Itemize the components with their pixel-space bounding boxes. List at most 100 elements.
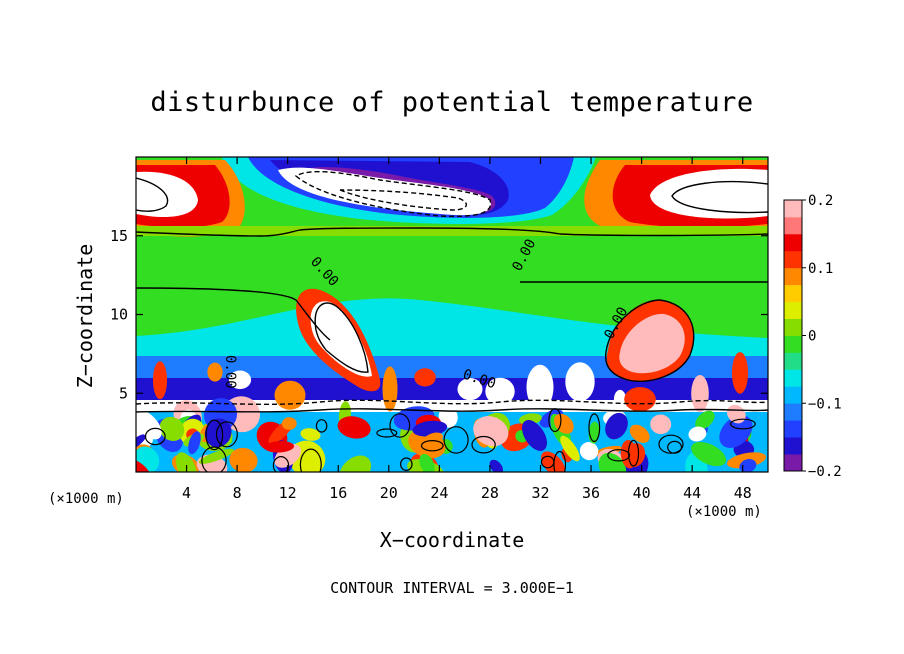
- boundary-layer-blobs: [136, 396, 767, 472]
- y-tick-label: 15: [110, 227, 128, 245]
- eddy-contour: [730, 418, 756, 430]
- contour-tropopause-left: [136, 227, 561, 237]
- turbulent-eddy: [204, 418, 232, 448]
- mid-band: [136, 226, 768, 236]
- x-tick-label: 36: [582, 484, 600, 502]
- eddy-contour: [389, 413, 411, 438]
- x-tick-label: 32: [531, 484, 549, 502]
- eddy-contour: [399, 457, 413, 471]
- eddy-contour: [376, 428, 398, 438]
- turbulent-eddy: [264, 441, 295, 453]
- turbulent-eddy: [188, 431, 201, 455]
- warm-plume-40-core: [619, 313, 685, 374]
- colorbar-swatch: [784, 250, 802, 269]
- y-tick-label: 5: [119, 384, 128, 402]
- contour-plume-40: [604, 299, 695, 382]
- x-tick-label: 24: [430, 484, 448, 502]
- contour-cold-inner: [339, 189, 467, 211]
- x-axis-unit: (×1000 m): [686, 504, 762, 520]
- eddy-contour: [443, 426, 469, 454]
- turbulent-eddy: [473, 416, 509, 447]
- contour-stable-upper: [136, 399, 768, 406]
- turbulent-eddy: [598, 452, 627, 472]
- eddy-contour: [607, 449, 631, 462]
- turbulent-eddy: [739, 459, 757, 472]
- turbulent-eddy: [159, 416, 185, 441]
- convective-blob: [414, 368, 436, 387]
- turbulent-eddy: [136, 459, 151, 472]
- convective-blob: [207, 362, 223, 382]
- convective-blob: [526, 364, 554, 410]
- eddy-contour: [299, 448, 322, 472]
- contour-stable-lower: [136, 408, 768, 413]
- convective-blob: [153, 361, 167, 400]
- colorbar-swatch: [784, 454, 802, 472]
- colorbar-swatch: [784, 301, 802, 319]
- turbulent-eddy: [695, 410, 715, 430]
- turbulent-eddy: [521, 420, 548, 451]
- contour-zero-left: [136, 287, 331, 341]
- eddy-contour: [201, 446, 227, 472]
- warm-plume-16-core: [310, 301, 372, 377]
- colorbar-tick-label: −0.1: [808, 396, 842, 412]
- colorbar-swatch: [784, 267, 802, 286]
- turbulent-eddy: [489, 459, 504, 472]
- y-axis-unit: (×1000 m): [48, 491, 124, 507]
- turbulent-eddy: [691, 442, 727, 467]
- turbulent-eddy: [422, 432, 443, 447]
- colorbar-swatch: [784, 200, 802, 218]
- boundary-layer-contours: [144, 408, 756, 472]
- convective-blob: [691, 375, 709, 413]
- eddy-contour: [315, 419, 328, 433]
- turbulent-eddy: [579, 442, 599, 461]
- eddy-contour: [144, 427, 166, 446]
- x-tick-label: 20: [380, 484, 398, 502]
- contour-lines: [136, 170, 768, 413]
- contour-upper-right: [671, 180, 768, 214]
- y-tick-label: 10: [110, 306, 128, 324]
- convective-blob: [457, 378, 483, 401]
- turbulent-eddy: [412, 420, 448, 437]
- colorbar-tick-label: 0: [808, 329, 816, 345]
- colorbar-swatch: [784, 284, 802, 303]
- turbulent-eddy: [719, 415, 753, 448]
- convective-blob: [731, 352, 749, 394]
- eddy-contour: [215, 421, 238, 448]
- y-axis-title: Z−coordinate: [73, 244, 97, 389]
- colorbar-swatch: [784, 420, 802, 438]
- turbulent-eddy: [229, 447, 258, 472]
- eddy-contour: [548, 408, 562, 433]
- contour-plume-16: [314, 302, 369, 373]
- eddy-contour: [588, 413, 601, 443]
- contour-tropopause-right: [559, 233, 768, 237]
- upper-cold-saturated: [278, 167, 491, 216]
- colorbar-tick-label: 0.1: [808, 261, 833, 277]
- turbulent-eddy: [650, 414, 672, 435]
- x-tick-label: 44: [683, 484, 701, 502]
- x-axis-title: X−coordinate: [380, 528, 525, 552]
- eddy-contour: [471, 435, 496, 454]
- x-tick-label: 48: [734, 484, 752, 502]
- contour-upper-left: [136, 177, 169, 212]
- colorbar-swatch: [784, 352, 802, 370]
- convective-blob: [274, 380, 306, 410]
- convective-blob: [485, 377, 515, 406]
- turbulent-eddy: [629, 424, 650, 443]
- colorbar-swatch: [784, 437, 802, 455]
- chart-title: disturbunce of potential temperature: [150, 87, 753, 118]
- x-tick-label: 28: [481, 484, 499, 502]
- turbulent-eddy: [300, 428, 321, 441]
- turbulent-eddy: [198, 448, 234, 464]
- convective-blob: [565, 362, 595, 402]
- turbulent-eddy: [605, 412, 628, 440]
- eddy-contour: [658, 434, 684, 454]
- eddy-contour: [272, 456, 290, 472]
- colorbar: 0.2 0.1 0 −0.1 −0.2: [783, 193, 842, 480]
- contour-cold-outer: [294, 170, 492, 218]
- colorbar-swatch: [784, 386, 802, 404]
- x-tick-label: 40: [633, 484, 651, 502]
- colorbar-swatch: [784, 318, 802, 336]
- heatmap-field: [136, 157, 768, 472]
- contour-interval-note: CONTOUR INTERVAL = 3.000E−1: [330, 579, 574, 597]
